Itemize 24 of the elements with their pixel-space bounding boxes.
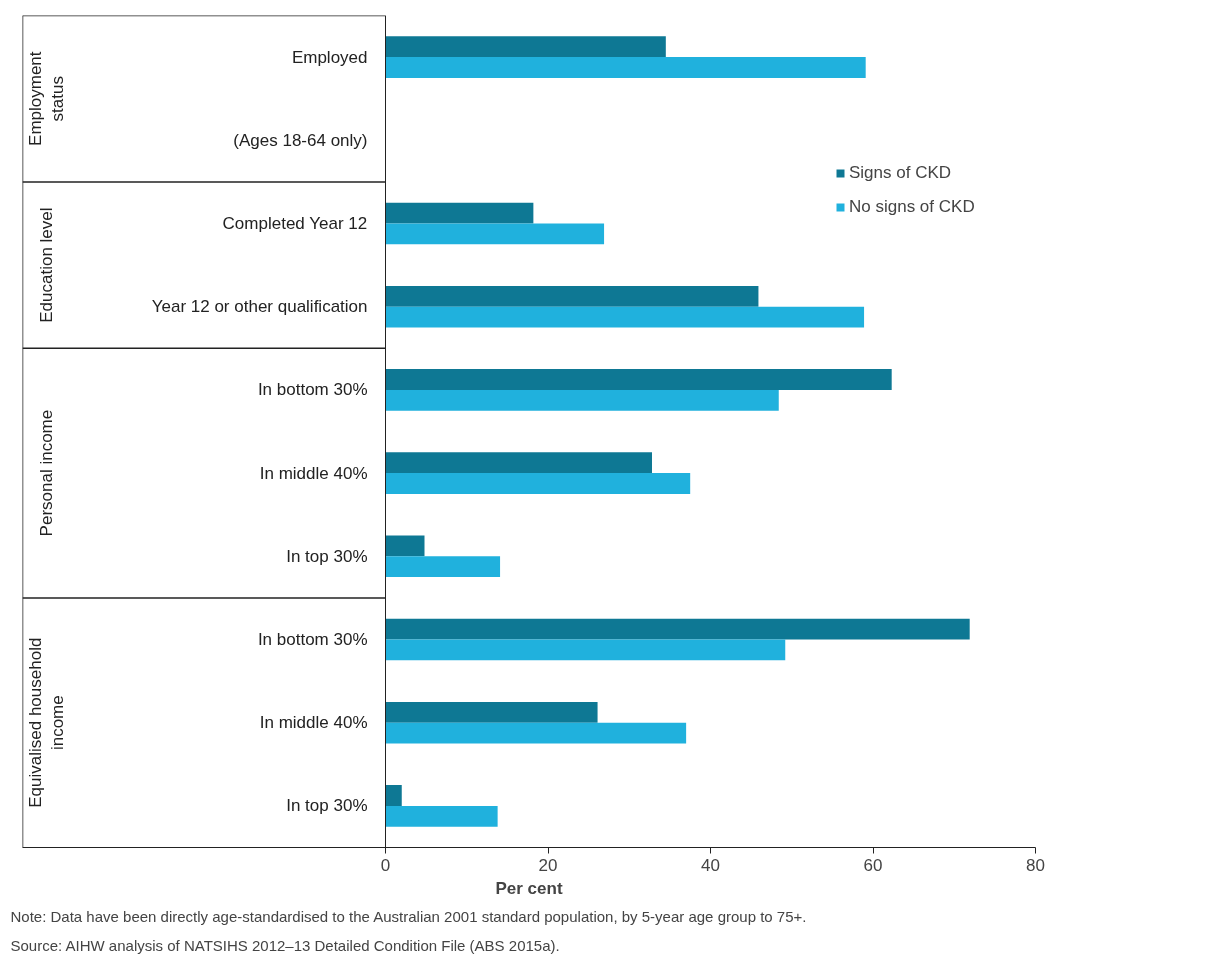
source-note: Source: AIHW analysis of NATSIHS 2012–13 Detailed Condition File (ABS 2015a).: [10, 936, 560, 954]
y-tick-label: (Ages 18-64 only): [233, 130, 368, 150]
text: Equivalised household income: [25, 637, 68, 808]
y-tick-label: In bottom 30%: [257, 380, 368, 400]
y-tick-label: Year 12 or other qualification: [151, 297, 368, 317]
legend-label: Signs of CKD: [849, 163, 952, 183]
y-tick-label: In bottom 30%: [257, 630, 368, 649]
x-axis-title: Per cent: [495, 878, 563, 898]
legend-label: No signs of CKD: [849, 197, 975, 217]
text: Personal income: [37, 409, 56, 537]
x-tick-label: 40: [701, 855, 720, 875]
y-tick-label: Employed: [291, 47, 368, 67]
x-tick-label: 80: [1026, 855, 1045, 875]
y-tick-label: In middle 40%: [259, 463, 368, 483]
text: Education level: [37, 207, 56, 323]
y-tick-label: In top 30%: [286, 546, 368, 566]
y-tick-label: In middle 40%: [259, 713, 368, 733]
y-tick-label: In top 30%: [286, 796, 368, 816]
y-tick-label: Completed Year 12: [222, 214, 368, 233]
x-tick-label: 60: [863, 855, 883, 875]
text: Note: Data have been directly age-standardised to the Australian 2001 standard population, by 5-year age group to 75+.: [10, 907, 807, 925]
text: Employment status: [25, 51, 68, 146]
x-tick-label: 0: [380, 855, 391, 875]
x-tick-label: 20: [538, 855, 558, 875]
